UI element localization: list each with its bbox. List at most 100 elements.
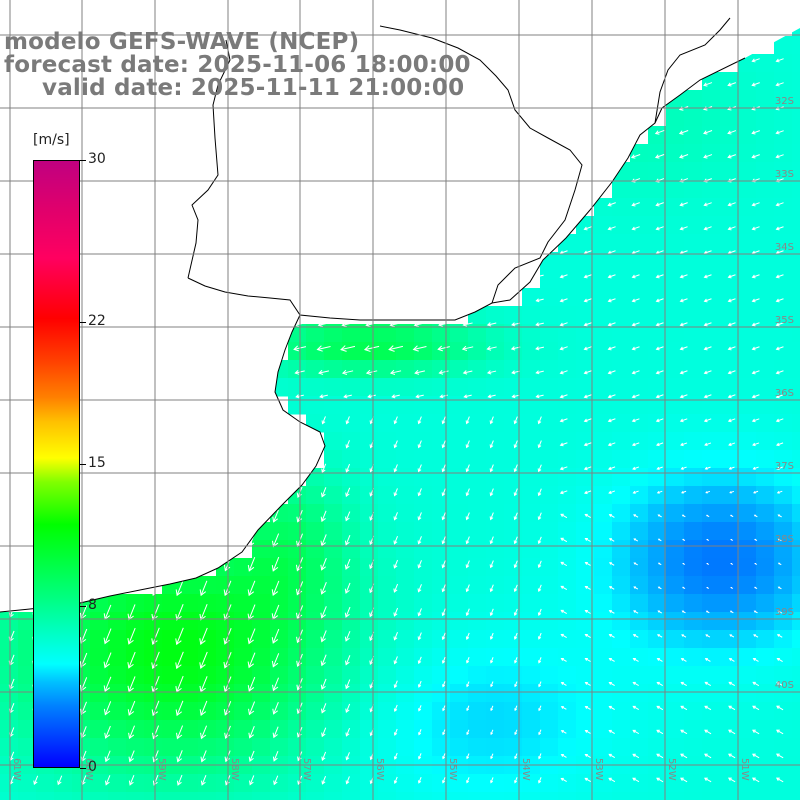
wind-speed-cell: [702, 648, 721, 667]
wind-arrow: [321, 416, 326, 425]
wind-speed-cell: [648, 702, 667, 721]
wind-speed-cell: [612, 738, 631, 757]
wind-speed-cell: [396, 486, 415, 505]
wind-speed-cell: [630, 216, 649, 235]
wind-vector-layer: [8, 58, 784, 786]
wind-arrow: [703, 226, 712, 231]
wind-arrow: [727, 298, 736, 303]
wind-speed-cell: [738, 738, 757, 757]
wind-speed-cell: [342, 792, 361, 800]
wind-speed-cell: [666, 234, 685, 253]
wind-speed-cell: [738, 342, 757, 361]
wind-speed-cell: [612, 378, 631, 397]
wind-arrow: [389, 369, 402, 375]
wind-speed-cell: [774, 792, 793, 800]
wind-arrow: [104, 750, 111, 763]
wind-speed-cell: [558, 738, 577, 757]
wind-speed-cell: [720, 540, 739, 559]
wind-speed-cell: [738, 666, 757, 685]
wind-speed-cell: [324, 468, 343, 487]
wind-speed-cell: [0, 738, 19, 757]
wind-arrow: [754, 538, 758, 541]
wind-arrow: [608, 681, 615, 686]
wind-speed-cell: [360, 630, 379, 649]
wind-speed-cell: [738, 504, 757, 523]
latitude-label: 32S: [775, 96, 794, 107]
wind-speed-cell: [468, 702, 487, 721]
wind-speed-cell: [252, 666, 271, 685]
wind-arrow: [703, 82, 713, 87]
wind-arrow: [680, 753, 688, 759]
wind-speed-cell: [738, 198, 757, 217]
wind-arrow: [584, 561, 591, 566]
wind-arrow: [705, 610, 710, 614]
wind-speed-cell: [432, 648, 451, 667]
wind-arrow: [442, 777, 446, 784]
wind-speed-cell: [666, 342, 685, 361]
wind-speed-cell: [702, 450, 721, 469]
wind-speed-cell: [666, 108, 685, 127]
wind-speed-cell: [792, 720, 800, 739]
wind-arrow: [559, 322, 568, 327]
wind-arrow: [728, 466, 735, 470]
colorbar-tick-label: 22: [88, 313, 106, 329]
wind-speed-cell: [792, 468, 800, 487]
wind-arrow: [703, 130, 713, 135]
wind-speed-cell: [630, 162, 649, 181]
wind-arrow: [538, 681, 542, 688]
wind-speed-cell: [792, 684, 800, 703]
wind-speed-cell: [756, 396, 775, 415]
wind-speed-cell: [630, 702, 649, 721]
wind-speed-cell: [738, 594, 757, 613]
wind-arrow: [607, 226, 616, 231]
wind-speed-cell: [576, 540, 595, 559]
wind-arrow: [633, 610, 639, 614]
wind-arrow: [632, 705, 640, 711]
wind-speed-cell: [522, 558, 541, 577]
wind-speed-cell: [378, 558, 397, 577]
wind-speed-cell: [684, 648, 703, 667]
wind-speed-cell: [648, 144, 667, 163]
wind-speed-cell: [756, 432, 775, 451]
wind-speed-cell: [432, 378, 451, 397]
wind-speed-cell: [18, 720, 37, 739]
wind-speed-cell: [648, 324, 667, 343]
wind-arrow: [559, 370, 568, 375]
wind-arrow: [706, 586, 710, 589]
wind-arrow: [513, 416, 518, 425]
wind-speed-cell: [558, 306, 577, 325]
land-uruguay-brazil: [0, 0, 800, 320]
wind-speed-cell: [396, 702, 415, 721]
wind-arrow: [341, 321, 354, 328]
wind-speed-cell: [162, 702, 181, 721]
wind-speed-cell: [540, 342, 559, 361]
wind-speed-cell: [144, 720, 163, 739]
wind-arrow: [730, 538, 734, 541]
wind-speed-cell: [576, 378, 595, 397]
wind-speed-cell: [252, 594, 271, 613]
wind-arrow: [655, 274, 664, 279]
wind-speed-cell: [198, 576, 217, 595]
wind-speed-cell: [378, 630, 397, 649]
wind-speed-cell: [342, 666, 361, 685]
wind-arrow: [127, 604, 136, 621]
wind-arrow: [608, 610, 615, 614]
wind-arrow: [200, 750, 207, 763]
wind-speed-cell: [738, 612, 757, 631]
wind-speed-cell: [504, 540, 523, 559]
wind-arrow: [727, 394, 736, 399]
wind-speed-cell: [306, 540, 325, 559]
wind-speed-cell: [180, 774, 199, 793]
wind-arrow: [466, 705, 470, 712]
wind-speed-cell: [450, 540, 469, 559]
wind-speed-cell: [324, 396, 343, 415]
wind-arrow: [776, 681, 784, 687]
wind-speed-cell: [792, 36, 800, 55]
wind-arrow: [777, 610, 783, 614]
wind-arrow: [607, 466, 616, 471]
wind-speed-cell: [18, 630, 37, 649]
wind-arrow: [775, 58, 784, 63]
wind-speed-cell: [666, 216, 685, 235]
wind-speed-cell: [432, 486, 451, 505]
wind-arrow: [559, 298, 568, 303]
